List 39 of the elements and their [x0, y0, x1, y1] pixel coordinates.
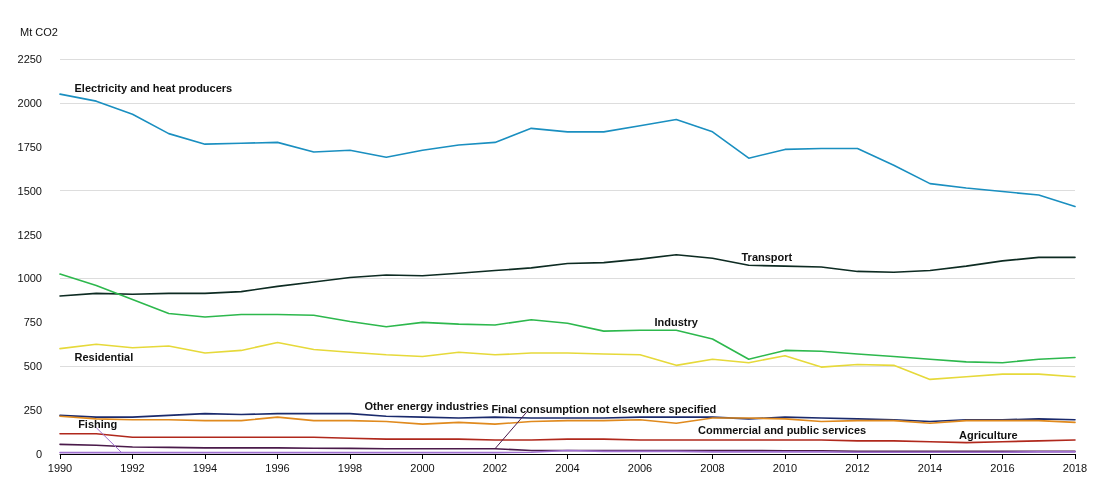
line-series [59, 341, 1076, 381]
x-tick-label: 2010 [772, 461, 798, 474]
series-label: Residential [74, 351, 134, 364]
y-tick-label: 250 [23, 404, 42, 417]
y-tick-label: 1250 [17, 228, 42, 241]
y-axis-title: Mt CO2 [20, 25, 58, 38]
series-label: Agriculture [959, 429, 1018, 442]
line-series [59, 93, 1076, 208]
x-tick-label: 1992 [120, 461, 145, 474]
line-series [59, 253, 1076, 297]
y-tick-label: 500 [23, 360, 42, 373]
y-tick-label: 0 [35, 448, 42, 460]
y-tick-label: 1500 [17, 184, 42, 197]
x-tick-label: 2002 [482, 461, 508, 474]
x-tick-label: 2016 [990, 461, 1015, 474]
x-tick-label: 2008 [700, 461, 725, 474]
x-tick-label: 1996 [265, 461, 290, 474]
series-label: Other energy industries [364, 400, 489, 413]
y-tick-label: 2250 [17, 53, 42, 65]
x-tick-label: 1998 [337, 461, 363, 474]
x-tick-label: 2012 [845, 461, 870, 474]
x-tick-label: 2004 [555, 461, 580, 474]
x-tick-label: 1990 [47, 461, 73, 474]
series-label: Commercial and public services [698, 423, 867, 436]
series-label: Transport [741, 251, 793, 264]
x-tick-label: 2006 [627, 461, 653, 474]
line-series [59, 273, 1076, 364]
text: Fishing [78, 417, 118, 430]
y-tick-label: 1750 [17, 140, 42, 153]
x-tick-label: 2000 [410, 461, 435, 474]
series-label: Electricity and heat producers [74, 82, 233, 95]
y-tick-label: 750 [23, 316, 42, 329]
y-tick-label: 2000 [17, 96, 42, 109]
text: Final consumption not elsewhere specified [491, 403, 717, 416]
x-tick-label: 2018 [1062, 461, 1088, 474]
y-tick-label: 1000 [17, 272, 42, 285]
x-tick-label: 2014 [917, 461, 943, 474]
x-tick-label: 1994 [192, 461, 218, 474]
series-label: Industry [654, 315, 699, 328]
